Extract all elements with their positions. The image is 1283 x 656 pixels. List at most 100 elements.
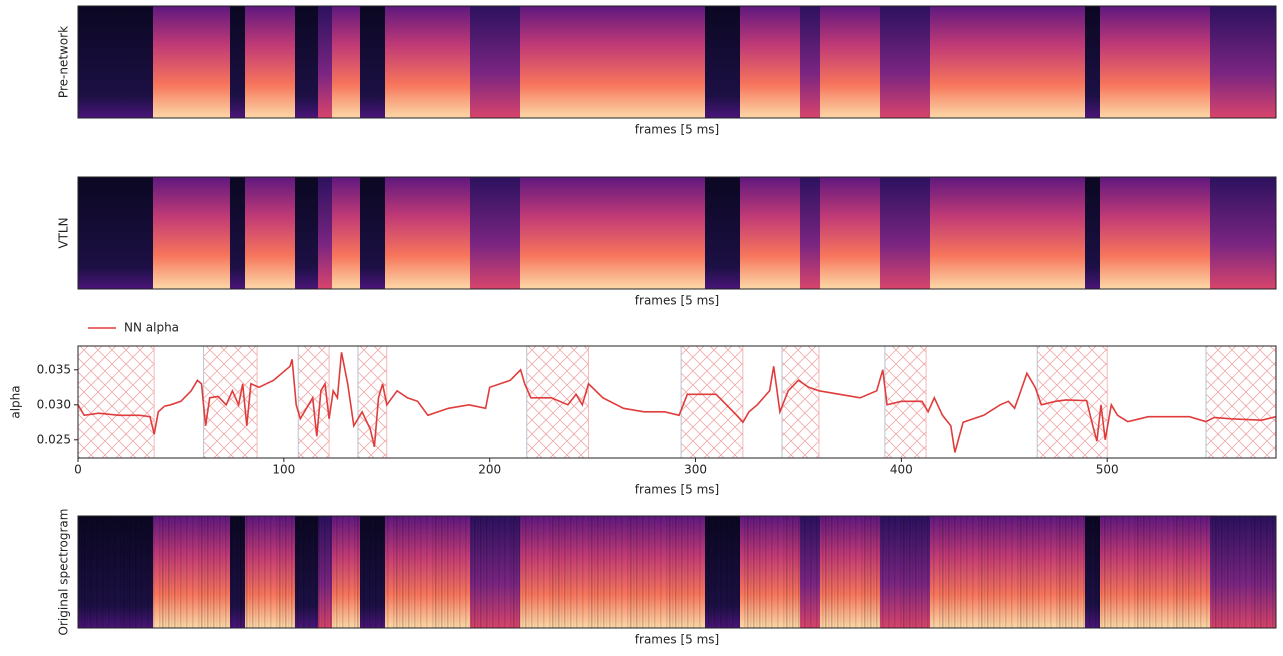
spectrogram-texture [279,516,281,628]
spectrogram-texture [1065,516,1067,628]
spectrogram-texture [906,516,908,628]
spectrogram-texture [153,516,155,628]
spectrogram-texture [513,516,515,628]
spectrogram-band [740,6,801,118]
spectrogram-texture [978,516,980,628]
spectrogram-texture [972,516,974,628]
spectrogram-texture [1026,516,1028,628]
spectrogram-texture [489,516,491,628]
spectrogram-texture [921,516,923,628]
spectrogram-texture [144,516,146,628]
spectrogram-texture [564,516,566,628]
spectrogram-band [470,6,521,118]
spectrogram-texture [909,516,911,628]
spectrogram-texture [876,516,878,628]
spectrogram-texture [105,516,107,628]
spectrogram-texture [411,516,413,628]
spectrogram-texture [1206,516,1208,628]
spectrogram-texture [681,516,683,628]
spectrogram-texture [822,516,824,628]
spectrogram-texture [855,516,857,628]
spectrogram-texture [609,516,611,628]
spectrogram-band [153,516,231,628]
spectrogram-texture [330,516,332,628]
spectrogram-texture [81,516,83,628]
spectrogram-band [295,516,319,628]
spectrogram-texture [1095,516,1097,628]
spectrogram-texture [669,516,671,628]
spectrogram-band [705,516,741,628]
spectrogram-band [880,516,931,628]
spectrogram-texture [999,516,1001,628]
spectrogram-texture [420,516,422,628]
spectrogram-texture [267,516,269,628]
spectrogram-texture [522,516,524,628]
spectrogram-texture [1071,516,1073,628]
spectrogram-band [1210,516,1277,628]
spectrogram-texture [561,516,563,628]
axes-frame [77,515,1277,629]
spectrogram-texture [1038,516,1040,628]
spectrogram-texture [930,516,932,628]
spectrogram-band [930,6,1086,118]
spectrogram-texture [114,516,116,628]
spectrogram-texture [186,516,188,628]
spectrogram-texture [591,516,593,628]
spectrogram-band [880,6,931,118]
spectrogram-texture [309,516,311,628]
spectrogram-band [1210,6,1277,118]
spectrogram-texture [1059,516,1061,628]
spectrogram-texture [861,516,863,628]
spectrogram-texture [462,516,464,628]
spectrogram-texture [1035,516,1037,628]
spectrogram-texture [249,516,251,628]
spectrogram-texture [1215,516,1217,628]
spectrogram-band [820,6,881,118]
spectrogram-texture [252,516,254,628]
spectrogram-texture [558,516,560,628]
spectrogram-texture [867,516,869,628]
spectrogram-texture [138,516,140,628]
spectrogram-texture [924,516,926,628]
spectrogram-texture [756,516,758,628]
spectrogram-texture [132,516,134,628]
spectrogram-texture [300,516,302,628]
spectrogram-texture [762,516,764,628]
y-axis-label: VTLN [57,217,71,248]
spectrogram-texture [1185,516,1187,628]
spectrogram-band [1100,6,1211,118]
spectrogram-texture [828,516,830,628]
spectrogram-texture [981,516,983,628]
spectrogram-texture [417,516,419,628]
spectrogram-texture [699,516,701,628]
spectrogram-texture [792,516,794,628]
spectrogram-texture [504,516,506,628]
x-tick-label: 100 [272,463,295,477]
spectrogram-texture [837,516,839,628]
spectrogram-texture [1002,516,1004,628]
spectrogram-band [705,6,741,118]
spectrogram-texture [123,516,125,628]
spectrogram-texture [459,516,461,628]
spectrogram-band [1100,177,1211,289]
spectrogram-texture [1146,516,1148,628]
spectrogram-texture [1230,516,1232,628]
spectrogram-texture [636,516,638,628]
x-tick-label: 0 [74,463,82,477]
spectrogram-texture [642,516,644,628]
spectrogram-band [230,516,246,628]
spectrogram-texture [801,516,803,628]
spectrogram-texture [1134,516,1136,628]
spectrogram-band [800,6,821,118]
spectrogram-texture [675,516,677,628]
axes-frame [77,345,1277,459]
spectrogram-texture [375,516,377,628]
spectrogram-texture [783,516,785,628]
spectrogram-texture [723,516,725,628]
spectrogram-texture [789,516,791,628]
spectrogram-texture [993,516,995,628]
spectrogram-texture [1191,516,1193,628]
spectrogram-band [385,6,471,118]
spectrogram-texture [825,516,827,628]
spectrogram-texture [1011,516,1013,628]
